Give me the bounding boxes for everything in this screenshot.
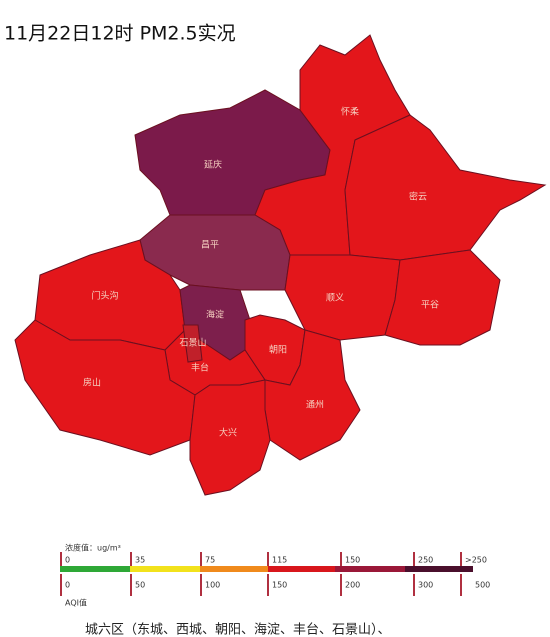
district-label: 大兴 — [219, 427, 237, 439]
legend-tick-label: 250 — [418, 556, 433, 565]
legend-tick-label: 50 — [135, 581, 145, 590]
legend-title: AQI值 — [65, 598, 87, 608]
legend-tick-label: >250 — [465, 556, 487, 565]
district-label: 丰台 — [191, 362, 209, 374]
district-label: 石景山 — [179, 338, 206, 349]
legend-swatch — [200, 566, 268, 572]
legend-tick-label: 500 — [475, 581, 490, 590]
legend-swatch — [268, 566, 335, 572]
legend-swatch — [60, 566, 130, 572]
district-label: 怀柔 — [341, 106, 359, 118]
legend-tick-label: 150 — [272, 581, 287, 590]
district-label: 海淀 — [206, 309, 224, 321]
legend-tick-label: 115 — [272, 556, 287, 565]
district — [264, 329, 361, 461]
legend-tick-label: 300 — [418, 581, 433, 590]
district-label: 朝阳 — [269, 345, 287, 356]
legend-tick-label: 0 — [65, 581, 70, 590]
district — [384, 249, 501, 346]
footer-note: 城六区（东城、西城、朝阳、海淀、丰台、石景山）、 — [85, 623, 391, 637]
legend-tick-label: 150 — [345, 556, 360, 565]
legend: 浓度值：ug/m³ AQI值 0 35 75 115 150 250 >250 0 50 100 150… — [60, 543, 490, 608]
legend-tick-label: 75 — [205, 556, 215, 565]
district-label: 昌平 — [201, 240, 219, 251]
district — [182, 324, 203, 363]
legend-tick-label: 35 — [135, 556, 145, 565]
legend-tick-label: 0 — [65, 556, 70, 565]
district — [344, 114, 547, 261]
district-label: 房山 — [83, 377, 101, 389]
legend-tick-label: 100 — [205, 581, 220, 590]
district-label: 平谷 — [421, 300, 439, 311]
district — [189, 379, 271, 496]
legend-title: 浓度值：ug/m³ — [65, 543, 121, 553]
legend-swatch — [405, 566, 473, 572]
district-label: 门头沟 — [91, 290, 118, 302]
map-title: 11月22日12时 PM2.5实况 — [4, 23, 236, 45]
district-label: 密云 — [409, 191, 427, 203]
legend-swatch — [130, 566, 200, 572]
legend-swatch — [335, 566, 405, 572]
legend-tick-label: 200 — [345, 581, 360, 590]
district-label: 顺义 — [326, 293, 344, 304]
district-label: 通州 — [306, 400, 324, 411]
district-label: 延庆 — [204, 159, 222, 171]
